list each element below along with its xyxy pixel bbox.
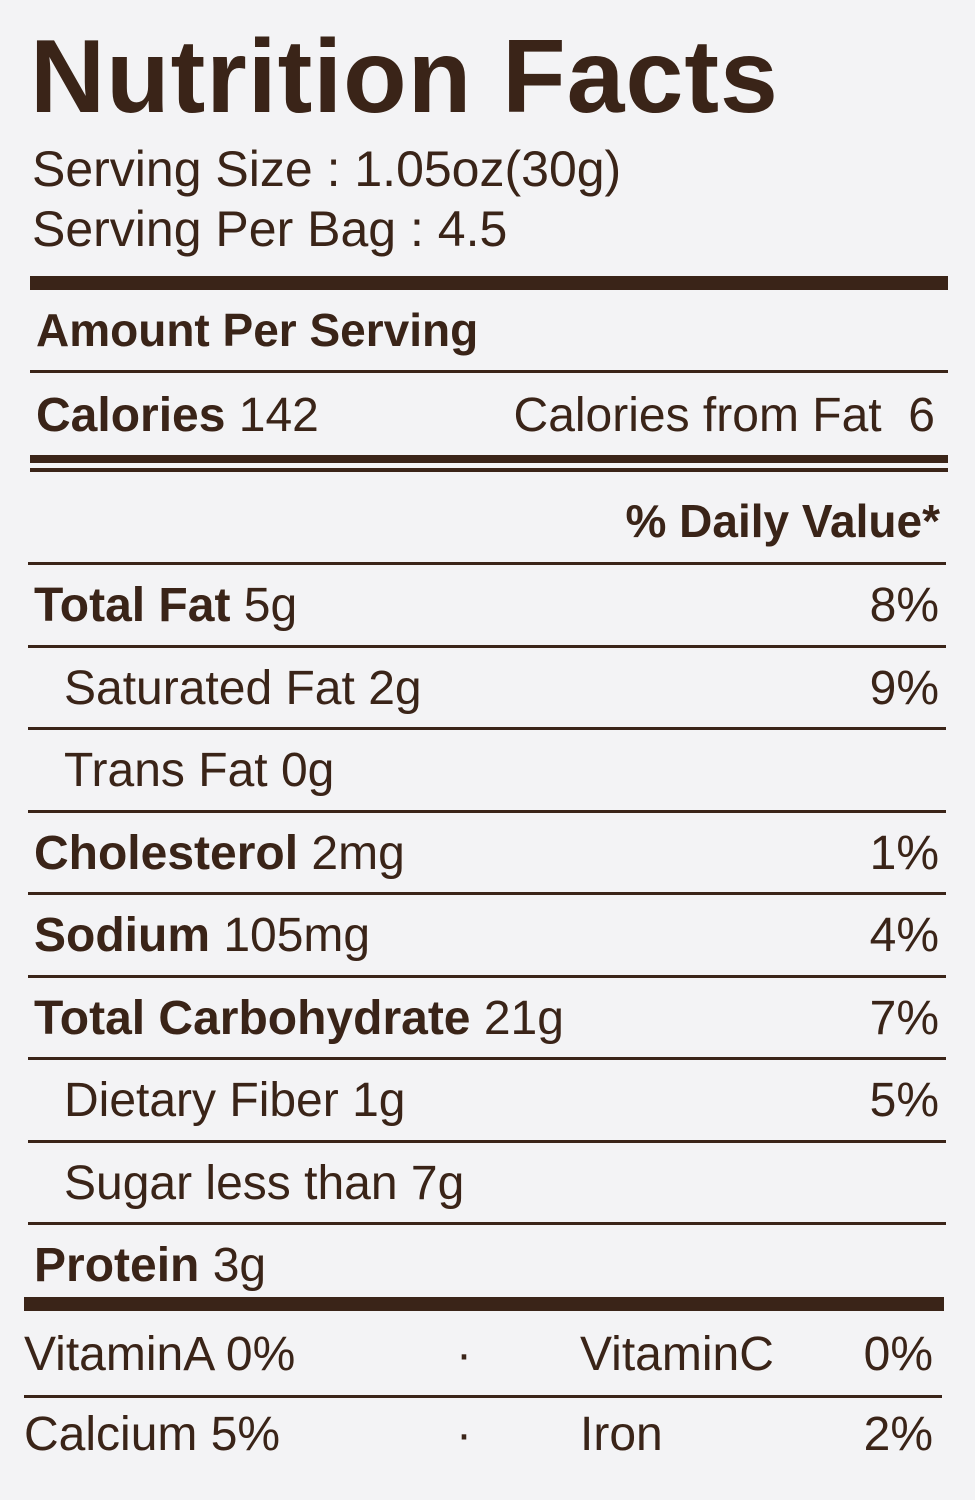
- nutrient: Sodium 105mg: [34, 908, 370, 963]
- title: Nutrition Facts: [30, 19, 779, 135]
- calories-value: 142: [238, 389, 319, 442]
- separator-dot: ·: [456, 1407, 472, 1461]
- nutrient: Cholesterol 2mg: [34, 826, 405, 881]
- rule: [24, 1394, 942, 1398]
- rule: [28, 562, 946, 565]
- serving-size: Serving Size : 1.05oz(30g): [32, 141, 622, 197]
- nutrient-amount: 2g: [368, 661, 422, 715]
- rule: [28, 1222, 946, 1225]
- rule: [28, 644, 946, 648]
- calories-from-fat-value: 6: [908, 389, 935, 442]
- nutrient-name: Protein: [34, 1239, 200, 1292]
- nutrient-amount: 7g: [410, 1156, 465, 1210]
- nutrient-amount: 105mg: [223, 909, 371, 962]
- separator-dot: ·: [456, 1327, 472, 1381]
- nutrient: Total Carbohydrate 21g: [34, 991, 564, 1046]
- nutrient: Dietary Fiber 1g: [64, 1073, 405, 1128]
- calories-from-fat-label: Calories from Fat: [513, 389, 882, 442]
- nutrient: Trans Fat 0g: [64, 743, 334, 798]
- daily-value: 4%: [869, 909, 939, 962]
- nutrient: Total Fat 5g: [34, 578, 297, 633]
- rule: [30, 468, 948, 472]
- calories: Calories 142: [36, 388, 319, 443]
- calories-label: Calories: [36, 389, 226, 442]
- nutrient-name: Saturated Fat: [64, 661, 355, 715]
- nutrient-name: Total Fat: [34, 579, 231, 632]
- amount-header: Amount Per Serving: [36, 304, 479, 356]
- vitamin-value: 2%: [863, 1407, 933, 1461]
- nutrient-amount: 3g: [212, 1239, 267, 1292]
- rule: [28, 974, 946, 978]
- rule: [28, 727, 946, 730]
- rule: [28, 1139, 946, 1143]
- vitamin-value: 0%: [225, 1327, 296, 1381]
- vitamin-name: VitaminA: [24, 1327, 213, 1381]
- servings-per-bag: Serving Per Bag : 4.5: [32, 201, 508, 257]
- nutrient-amount: 21g: [483, 991, 564, 1045]
- nutrient-name: Total Carbohydrate: [34, 991, 471, 1045]
- vitamin: VitaminA 0%: [24, 1327, 295, 1382]
- vitamin-value: 0%: [863, 1327, 933, 1381]
- vitamin-name: VitaminC: [580, 1327, 774, 1381]
- nutrient: Saturated Fat 2g: [64, 661, 422, 716]
- rule: [30, 370, 948, 373]
- nutrient-amount: 0g: [280, 744, 335, 797]
- vitamin: Calcium 5%: [24, 1407, 280, 1462]
- nutrient-name: Cholesterol: [34, 826, 299, 880]
- calories-from-fat: Calories from Fat 6: [514, 388, 935, 443]
- vitamin: VitaminC 0%: [580, 1327, 933, 1382]
- daily-value: 8%: [869, 579, 939, 632]
- nutrient-name: Trans Fat: [64, 744, 268, 797]
- vitamin-name: Calcium: [24, 1407, 198, 1461]
- daily-value: 9%: [869, 661, 939, 715]
- nutrient-name: Sodium: [34, 909, 210, 962]
- nutrient-name: Dietary Fiber: [64, 1074, 339, 1127]
- thick-rule: [30, 455, 948, 463]
- nutrient-amount: 1g: [352, 1074, 406, 1127]
- rule: [28, 892, 946, 895]
- nutrient-name: Sugar less than: [64, 1156, 398, 1210]
- nutrient: Protein 3g: [34, 1238, 266, 1293]
- nutrient: Sugar less than 7g: [64, 1156, 464, 1211]
- vitamin-name: Iron: [580, 1407, 663, 1461]
- vitamin-value: 5%: [210, 1407, 281, 1461]
- thick-rule: [30, 276, 948, 290]
- daily-value: 1%: [869, 826, 939, 880]
- daily-value-header: % Daily Value*: [625, 495, 941, 547]
- daily-value: 7%: [869, 991, 939, 1045]
- daily-value: 5%: [869, 1074, 939, 1127]
- rule: [28, 809, 946, 813]
- thick-rule: [24, 1296, 944, 1311]
- vitamin: Iron 2%: [580, 1407, 933, 1462]
- nutrient-amount: 5g: [243, 579, 298, 632]
- nutrient-amount: 2mg: [311, 826, 405, 880]
- rule: [28, 1057, 946, 1060]
